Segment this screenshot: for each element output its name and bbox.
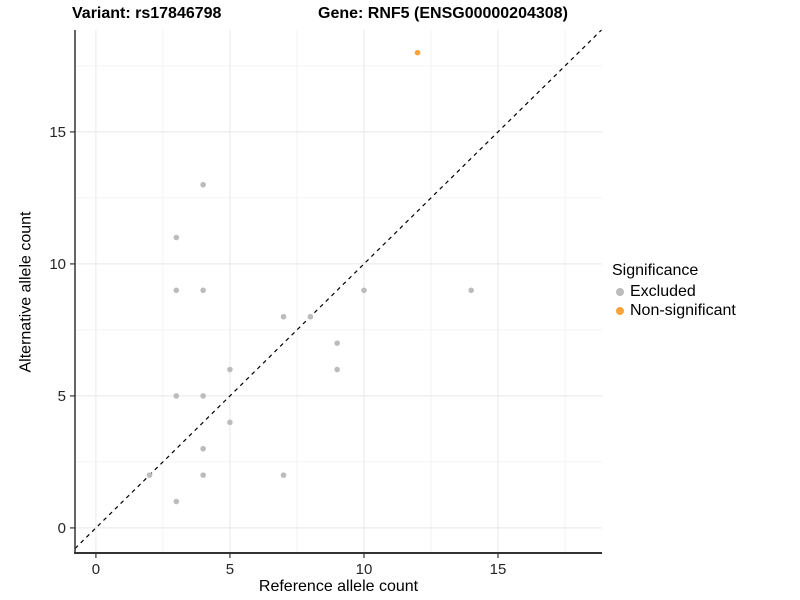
gene-title: Gene: RNF5 (ENSG00000204308) [318, 5, 568, 22]
legend-entry-label: Excluded [630, 282, 696, 300]
excluded-point-icon [616, 287, 624, 296]
legend: Significance Excluded Non-significant [612, 262, 797, 320]
svg-text:10: 10 [356, 561, 373, 578]
variant-title: Variant: rs17846798 [72, 5, 222, 22]
legend-entry-excluded: Excluded [612, 282, 797, 301]
legend-title: Significance [612, 262, 699, 279]
legend-entry-nonsignificant: Non-significant [612, 301, 797, 320]
svg-text:0: 0 [92, 561, 100, 578]
legend-entry-label: Non-significant [630, 301, 736, 319]
svg-text:15: 15 [490, 561, 507, 578]
y-axis-title: Alternative allele count [17, 211, 35, 373]
x-axis-title: Reference allele count [258, 578, 419, 595]
svg-text:15: 15 [49, 124, 66, 141]
svg-text:5: 5 [58, 388, 66, 405]
svg-text:0: 0 [58, 520, 66, 537]
svg-text:5: 5 [226, 561, 234, 578]
nonsignificant-point-icon [616, 306, 624, 315]
svg-text:10: 10 [49, 256, 66, 273]
